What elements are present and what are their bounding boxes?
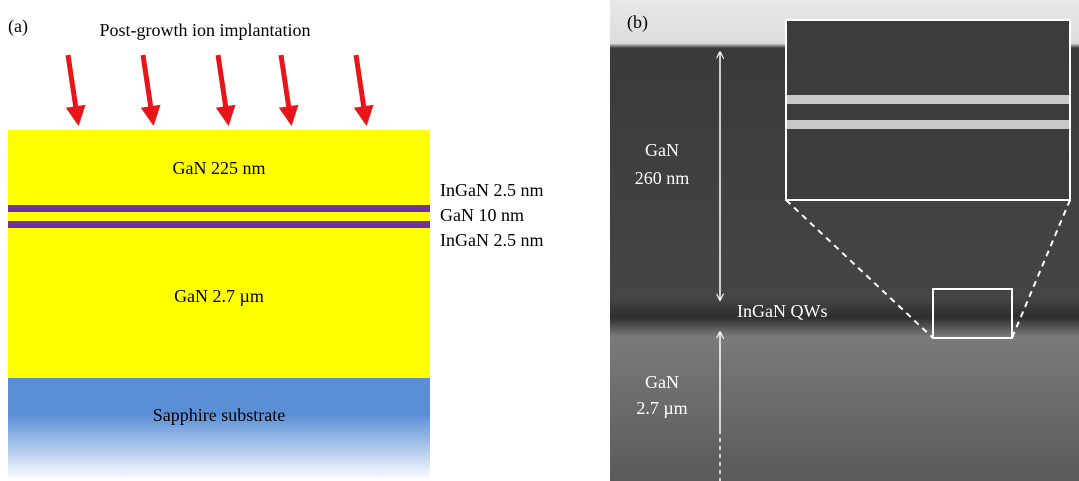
layer-label: GaN	[645, 140, 679, 160]
inset	[786, 20, 1070, 200]
ingan-layer	[8, 205, 430, 212]
side-label: GaN 10 nm	[440, 205, 524, 225]
layer-label: 2.7 µm	[636, 398, 687, 418]
layer-label: GaN	[645, 372, 679, 392]
qw-line	[787, 95, 1069, 104]
panel-label: (a)	[8, 16, 28, 37]
arrows	[68, 55, 366, 122]
layer-label: GaN 225 nm	[173, 158, 266, 178]
side-label: InGaN 2.5 nm	[440, 230, 543, 250]
qw-label: InGaN QWs	[737, 301, 827, 321]
figure: (a) Post-growth ion implantation GaN 225…	[0, 0, 1079, 481]
side-label: InGaN 2.5 nm	[440, 180, 543, 200]
layer-label: 260 nm	[635, 168, 690, 188]
panel-label: (b)	[627, 12, 648, 33]
layer-label: GaN 2.7 µm	[174, 286, 264, 306]
title: Post-growth ion implantation	[100, 20, 311, 40]
layer-label: Sapphire substrate	[153, 405, 285, 425]
sapphire-layer	[8, 378, 430, 481]
qw-line	[787, 120, 1069, 129]
ingan-layer	[8, 221, 430, 228]
